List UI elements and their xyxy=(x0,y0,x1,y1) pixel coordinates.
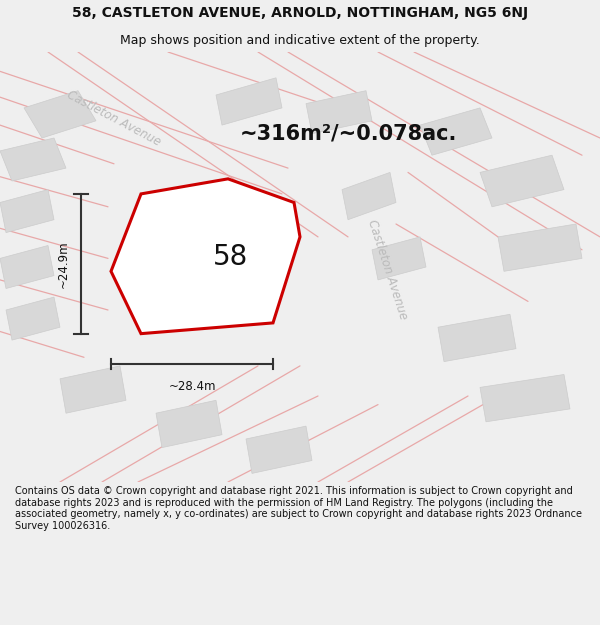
Text: Castleton Avenue: Castleton Avenue xyxy=(365,217,409,321)
Text: Map shows position and indicative extent of the property.: Map shows position and indicative extent… xyxy=(120,34,480,47)
Polygon shape xyxy=(420,108,492,155)
Text: Contains OS data © Crown copyright and database right 2021. This information is : Contains OS data © Crown copyright and d… xyxy=(15,486,582,531)
Text: ~316m²/~0.078ac.: ~316m²/~0.078ac. xyxy=(240,124,457,144)
Polygon shape xyxy=(156,400,222,448)
Polygon shape xyxy=(306,91,372,134)
Polygon shape xyxy=(0,246,54,289)
Polygon shape xyxy=(216,78,282,125)
Text: ~24.9m: ~24.9m xyxy=(57,240,70,288)
Polygon shape xyxy=(480,155,564,207)
Text: 58, CASTLETON AVENUE, ARNOLD, NOTTINGHAM, NG5 6NJ: 58, CASTLETON AVENUE, ARNOLD, NOTTINGHAM… xyxy=(72,6,528,20)
Polygon shape xyxy=(24,91,96,138)
Text: 58: 58 xyxy=(213,243,248,271)
Polygon shape xyxy=(0,138,66,181)
Polygon shape xyxy=(60,366,126,413)
Polygon shape xyxy=(480,374,570,422)
Text: ~28.4m: ~28.4m xyxy=(168,380,216,393)
Polygon shape xyxy=(0,189,54,232)
Polygon shape xyxy=(6,297,60,340)
Polygon shape xyxy=(246,426,312,473)
Polygon shape xyxy=(498,224,582,271)
Text: Castleton Avenue: Castleton Avenue xyxy=(65,88,163,149)
Polygon shape xyxy=(372,237,426,280)
Polygon shape xyxy=(438,314,516,362)
Polygon shape xyxy=(111,179,300,334)
Polygon shape xyxy=(342,173,396,220)
